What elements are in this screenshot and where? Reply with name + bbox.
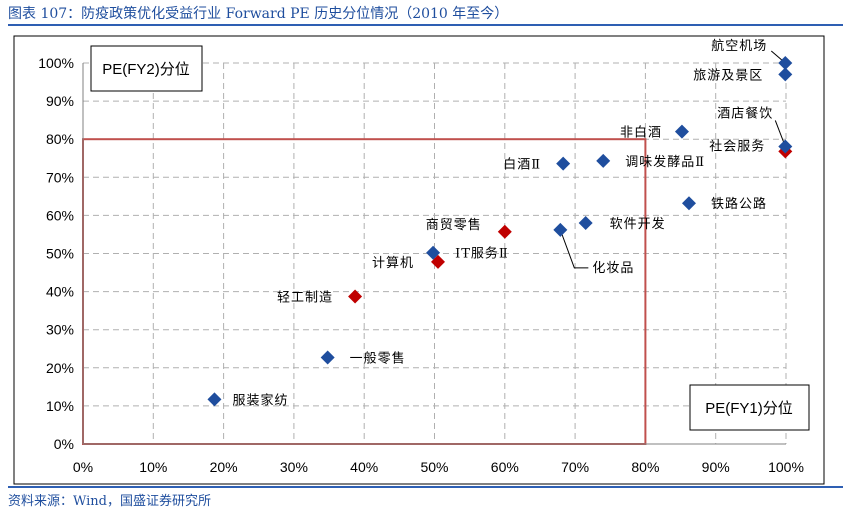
point-marker [778,67,793,82]
ylabel-box: PE(FY2)分位 [90,45,203,92]
point-marker [674,124,689,139]
y-tick-label: 40% [46,284,74,300]
point-label: 航空机场 [711,38,767,54]
figure-title: 图表 107：防疫政策优化受益行业 Forward PE 历史分位情况（2010… [8,6,509,22]
point-marker [596,153,611,168]
point-label: 白酒Ⅱ [503,157,541,173]
figure-source: 资料来源：Wind，国盛证券研究所 [8,494,211,509]
point-label: 商贸零售 [426,217,482,233]
point-label: 调味发酵品Ⅱ [625,154,705,170]
point-marker [207,392,222,407]
x-tick-label: 80% [631,459,659,475]
point-marker [578,216,593,231]
x-tick-label: 0% [73,459,93,475]
y-tick-label: 30% [46,322,74,338]
point-label: 计算机 [372,256,414,271]
axes [82,63,786,445]
point-marker [497,224,512,239]
chart-frame [13,35,825,485]
y-tick-label: 90% [46,93,74,109]
point-marker [348,289,363,304]
point-label: IT服务Ⅱ [455,246,509,262]
y-tick-label: 60% [46,207,74,223]
x-tick-label: 60% [491,459,519,475]
x-tick-label: 20% [210,459,238,475]
point-label: 化妆品 [592,261,634,276]
point-label: 酒店餐饮 [717,105,773,121]
x-tick-label: 50% [420,459,448,475]
point-marker [778,139,793,154]
leader-line [559,229,589,269]
y-tick-label: 100% [38,55,74,71]
y-tick-label: 10% [46,398,74,414]
point-marker [431,254,446,269]
point-marker [426,245,441,260]
point-label: 社会服务 [709,138,765,154]
y-tick-label: 50% [46,246,74,262]
point-marker [778,56,793,70]
y-tick-label: 20% [46,360,74,376]
y-tick-label: 80% [46,131,74,147]
point-marker [556,156,571,171]
point-label: 非白酒 [620,125,662,141]
x-axis-label: PE(FY1)分位 [705,400,793,417]
source-rule [8,486,843,488]
tick-labels: 0% 10% 20% 30% 40% 50% 60% 70% 80% 90% 100% 0% 10% 20… [38,55,804,475]
y-tick-label: 0% [54,436,74,452]
y-tick-label: 70% [46,169,74,185]
x-tick-label: 90% [702,459,730,475]
x-tick-label: 70% [561,459,589,475]
y-axis-label: PE(FY2)分位 [102,61,190,78]
xlabel-box: PE(FY1)分位 [689,384,810,431]
point-label: 软件开发 [610,216,666,232]
title-rule [8,24,843,26]
x-tick-label: 10% [139,459,167,475]
x-tick-label: 40% [350,459,378,475]
point-label: 旅游及景区 [693,68,763,83]
point-marker [681,196,696,211]
point-marker [320,350,335,365]
point-marker [553,222,568,237]
point-markers [207,56,793,407]
point-label: 一般零售 [350,351,406,367]
point-label: 服装家纺 [232,392,288,408]
point-label: 轻工制造 [277,291,333,306]
x-tick-label: 30% [280,459,308,475]
point-label: 铁路公路 [711,196,767,212]
x-tick-label: 100% [768,459,804,475]
